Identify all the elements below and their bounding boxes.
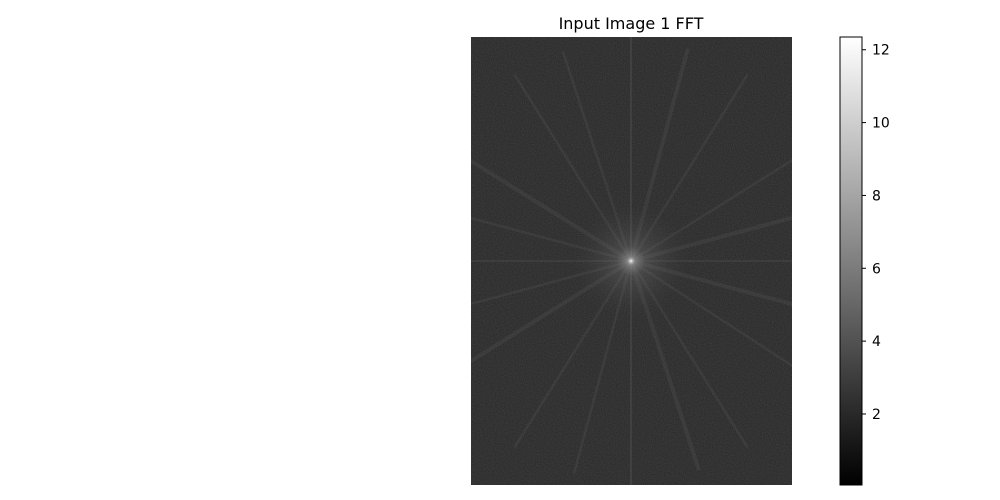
colorbar-tick-label: 2 (872, 407, 881, 423)
colorbar-tick-label: 6 (872, 261, 881, 277)
colorbar: 2 4 6 8 10 12 (839, 36, 890, 486)
colorbar-tick-label: 12 (872, 43, 890, 59)
fft-center-peak (626, 256, 636, 266)
colorbar-tick-label: 10 (872, 116, 890, 132)
fft-image (471, 37, 792, 485)
colorbar-tick-label: 4 (872, 334, 881, 350)
colorbar-tick-label: 8 (872, 188, 881, 204)
colorbar-frame (839, 36, 863, 486)
colorbar-gradient (840, 37, 862, 485)
chart-title: Input Image 1 FFT (559, 14, 704, 33)
colorbar-ticks: 2 4 6 8 10 12 (862, 43, 890, 423)
